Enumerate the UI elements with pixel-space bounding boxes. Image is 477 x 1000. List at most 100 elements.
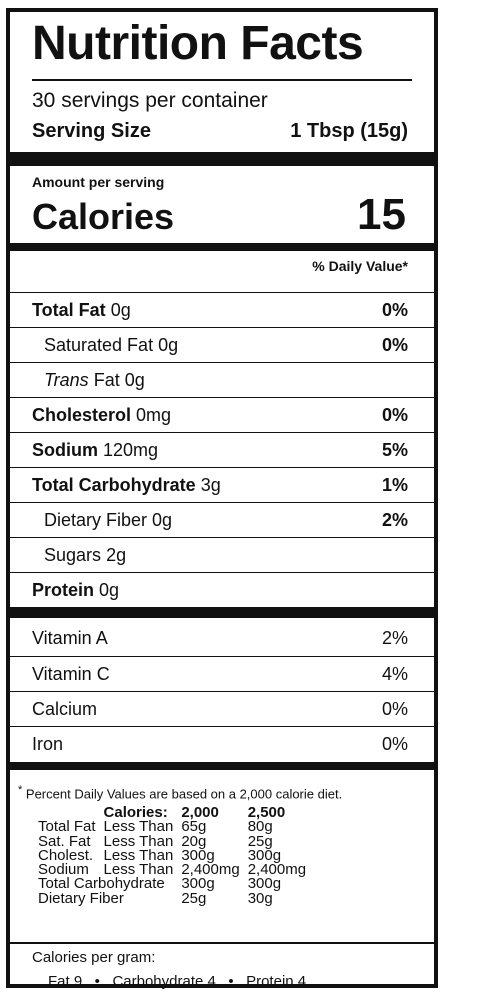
vitamin-percent: 2% bbox=[381, 628, 408, 648]
nutrient-name: Protein bbox=[32, 579, 95, 600]
nutrient-amount: 0g bbox=[110, 299, 131, 320]
vitamin-row-c: Vitamin C 4% bbox=[10, 656, 434, 691]
nutrient-percent: 0% bbox=[381, 404, 408, 425]
vitamin-percent: 0% bbox=[381, 698, 408, 719]
nutrient-name: Sodium bbox=[32, 439, 98, 460]
servings-per-container: 30 servings per container bbox=[32, 89, 268, 112]
nutrient-name: Total Carbohydrate bbox=[32, 474, 196, 495]
thick-divider bbox=[10, 152, 434, 166]
nutrient-row-trans-fat: Trans Fat 0g bbox=[10, 362, 434, 397]
dv-cell: 20g bbox=[181, 832, 207, 850]
nutrient-row-total-fat: Total Fat 0g 0% bbox=[10, 292, 434, 327]
daily-value-table: Calories: 2,000 2,500 Total Fat Less Tha… bbox=[38, 804, 314, 907]
dv-header-cell: 2,500 bbox=[247, 804, 286, 821]
dv-cell: 300g bbox=[247, 846, 282, 864]
serving-size: Serving Size 1 Tbsp (15g) bbox=[32, 120, 408, 143]
calories-per-gram-divider bbox=[10, 942, 434, 944]
dv-cell: 25g bbox=[247, 832, 273, 850]
dv-cell: Less Than bbox=[103, 861, 174, 878]
dv-table-row: Cholest. Less Than 300g 300g bbox=[38, 846, 314, 864]
amount-per-serving: Amount per serving bbox=[32, 174, 165, 190]
vitamin-row-iron: Iron 0% bbox=[10, 726, 434, 761]
calories-label: Calories bbox=[32, 196, 175, 237]
daily-value-header: % Daily Value* bbox=[312, 258, 408, 274]
nutrient-name: Fat bbox=[93, 369, 120, 390]
nutrient-row-cholesterol: Cholesterol 0mg 0% bbox=[10, 397, 434, 432]
dv-table-row: Dietary Fiber 25g 30g bbox=[38, 889, 314, 907]
dv-cell: 300g bbox=[247, 875, 282, 893]
dv-cell: 25g bbox=[181, 889, 207, 907]
thick-divider-vitamins bbox=[10, 607, 434, 618]
dv-cell: Dietary Fiber bbox=[38, 889, 124, 907]
serving-size-label: Serving Size bbox=[32, 120, 151, 142]
nutrient-name: Sugars bbox=[44, 544, 102, 565]
dv-header-cell: Calories: bbox=[103, 804, 168, 821]
vitamin-percent: 4% bbox=[381, 663, 408, 684]
vitamin-name: Iron bbox=[32, 733, 64, 754]
nutrient-amount: 0mg bbox=[136, 404, 172, 425]
dv-cell: Cholest. bbox=[38, 846, 94, 864]
dv-cell: Less Than bbox=[103, 832, 174, 850]
title-divider bbox=[32, 79, 412, 81]
nutrient-percent: 2% bbox=[381, 509, 408, 530]
vitamin-row-calcium: Calcium 0% bbox=[10, 691, 434, 726]
nutrient-percent: 0% bbox=[381, 299, 408, 320]
nutrient-amount: 0g bbox=[158, 334, 179, 355]
nutrient-name: Total Fat bbox=[32, 299, 106, 320]
dv-header-cell: 2,000 bbox=[181, 804, 219, 821]
dv-cell: 80g bbox=[247, 818, 273, 836]
dv-table-row: Sodium Less Than 2,400mg 2,400mg bbox=[38, 861, 314, 878]
calories-per-gram-items: Fat 9 • Carbohydrate 4 • Protein 4 bbox=[48, 973, 307, 990]
nutrient-name: Saturated Fat bbox=[44, 334, 154, 355]
footnote-text: Percent Daily Values are based on a 2,00… bbox=[25, 786, 343, 802]
vitamin-percent: 0% bbox=[381, 733, 408, 754]
medium-divider bbox=[10, 243, 434, 251]
nutrient-name-italic: Trans bbox=[44, 369, 89, 390]
label-title: Nutrition Facts bbox=[32, 17, 364, 70]
dv-cell: 300g bbox=[181, 875, 215, 893]
nutrient-amount: 2g bbox=[106, 544, 127, 565]
dv-cell: Less Than bbox=[103, 846, 174, 864]
nutrient-percent: 0% bbox=[381, 334, 408, 355]
medium-divider-footnote bbox=[10, 762, 434, 770]
nutrient-name: Dietary Fiber bbox=[44, 509, 148, 530]
footnote-star: * bbox=[18, 784, 23, 796]
dv-cell: 2,400mg bbox=[247, 861, 307, 878]
dv-cell: 300g bbox=[181, 846, 215, 864]
dv-cell: Total Fat bbox=[38, 818, 96, 836]
vitamin-row-a: Vitamin A 2% bbox=[10, 621, 434, 656]
nutrient-row-protein: Protein 0g bbox=[10, 572, 434, 607]
nutrient-amount: 0g bbox=[152, 509, 173, 530]
dv-cell: 30g bbox=[247, 889, 273, 907]
dv-table-row: Total Fat Less Than 65g 80g bbox=[38, 818, 314, 836]
nutrient-amount: 0g bbox=[99, 579, 120, 600]
nutrient-row-sugars: Sugars 2g bbox=[10, 537, 434, 572]
nutrient-row-dietary-fiber: Dietary Fiber 0g 2% bbox=[10, 502, 434, 537]
dv-cell: 2,400mg bbox=[181, 861, 240, 878]
daily-value-footnote: * Percent Daily Values are based on a 2,… bbox=[18, 784, 342, 801]
dv-table-row: Total Carbohydrate 300g 300g bbox=[38, 875, 314, 893]
dv-cell: Sat. Fat bbox=[38, 832, 91, 850]
nutrient-name: Cholesterol bbox=[32, 404, 132, 425]
dv-cell: Total Carbohydrate bbox=[38, 875, 165, 893]
dv-table-header: Calories: 2,000 2,500 bbox=[38, 804, 314, 821]
dv-cell: 65g bbox=[181, 818, 207, 836]
nutrition-label: Nutrition Facts 30 servings per containe… bbox=[6, 8, 438, 990]
serving-size-value: 1 Tbsp (15g) bbox=[290, 120, 408, 142]
nutrient-row-sodium: Sodium 120mg 5% bbox=[10, 432, 434, 467]
nutrient-percent: 1% bbox=[381, 474, 408, 495]
calories-value: 15 bbox=[357, 190, 406, 239]
vitamin-name: Vitamin A bbox=[32, 628, 108, 648]
calories-per-gram-label: Calories per gram: bbox=[32, 949, 156, 966]
dv-cell: Less Than bbox=[103, 818, 174, 836]
dv-cell: Sodium bbox=[38, 861, 89, 878]
vitamin-name: Calcium bbox=[32, 698, 98, 719]
nutrient-amount: 120mg bbox=[103, 439, 159, 460]
nutrient-row-total-carbohydrate: Total Carbohydrate 3g 1% bbox=[10, 467, 434, 502]
calories-row: Calories 15 bbox=[32, 190, 406, 240]
vitamin-name: Vitamin C bbox=[32, 663, 110, 684]
nutrient-percent: 5% bbox=[381, 439, 408, 460]
dv-table-row: Sat. Fat Less Than 20g 25g bbox=[38, 832, 314, 850]
nutrient-amount: 0g bbox=[124, 369, 145, 390]
nutrient-amount: 3g bbox=[200, 474, 221, 495]
